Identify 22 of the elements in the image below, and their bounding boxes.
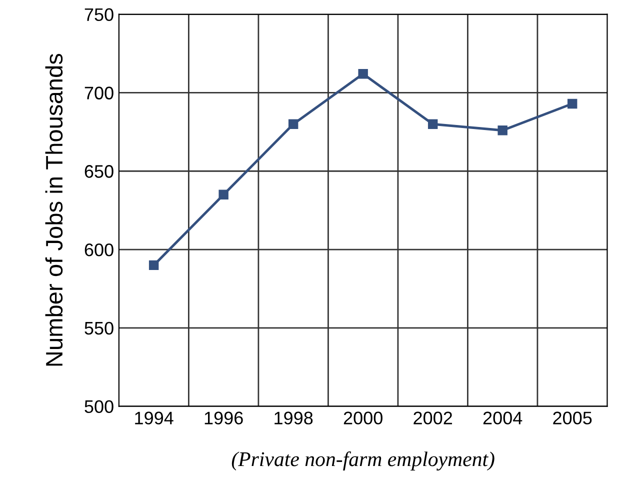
text: (Private non-farm employment) bbox=[232, 451, 494, 471]
point bbox=[148, 260, 159, 270]
y-tick-label: 750 bbox=[84, 8, 114, 22]
x-tick-label: 2000 bbox=[344, 412, 382, 424]
point bbox=[218, 190, 228, 200]
point bbox=[498, 126, 508, 136]
point bbox=[358, 69, 368, 79]
y-axis-title: Number of Jobs in Thousands bbox=[45, 54, 63, 366]
y-tick-label: 650 bbox=[84, 165, 114, 178]
x-tick-label: 1998 bbox=[274, 412, 313, 424]
x-tick-label: 2004 bbox=[483, 412, 522, 424]
y-tick-label: 600 bbox=[84, 243, 114, 256]
y-tick-label: 550 bbox=[84, 322, 114, 335]
point bbox=[288, 119, 298, 129]
point bbox=[428, 119, 438, 129]
y-tick-label: 500 bbox=[84, 400, 114, 414]
y-tick-label: 700 bbox=[84, 86, 114, 100]
x-tick-label: 1996 bbox=[204, 412, 243, 424]
point bbox=[567, 98, 578, 109]
x-tick-label: 2005 bbox=[553, 412, 592, 424]
x-tick-label: 2002 bbox=[414, 412, 452, 424]
x-tick-label: 1994 bbox=[135, 412, 174, 424]
